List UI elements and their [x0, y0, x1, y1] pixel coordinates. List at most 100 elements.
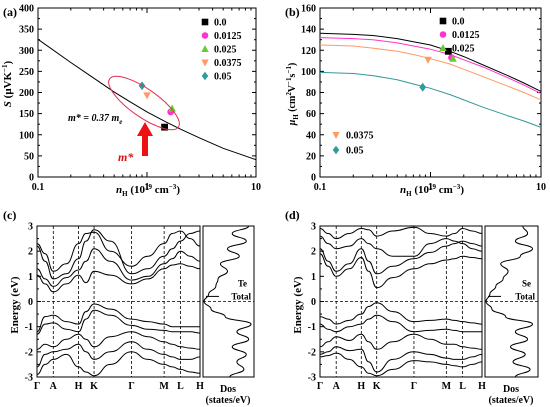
panel-c-kpoint-label: Γ: [34, 381, 40, 392]
panel-c-band-0: [36, 230, 201, 272]
panel-b-point-0.0375: [424, 56, 432, 64]
panel-a-ytick-label: 50: [24, 151, 34, 162]
panel-d-dos-curve: [485, 225, 534, 378]
panel-d-y-label: Energy (eV): [292, 276, 304, 333]
panel-a-curve-label: m* = 0.37 me: [68, 113, 122, 126]
panel-d-kpoint-label: H: [478, 381, 486, 392]
panel-a-points: [138, 81, 176, 131]
panel-d-ytick-label: 1: [311, 272, 316, 283]
panel-c-kpoint-label: H: [75, 381, 83, 392]
panel-d-band-2: [319, 240, 483, 275]
panel-b-ytick-label: 100: [301, 67, 316, 78]
panel-c-label: (c): [3, 208, 16, 222]
panel-c-band-3: [36, 263, 201, 293]
panel-b-curve-3: [319, 71, 542, 128]
panel-a-legend-marker-0.0125: [201, 32, 209, 39]
panel-d-band-4: [319, 302, 483, 325]
panel-d-ytick-label: 2: [311, 247, 316, 258]
panel-c-band-7: [36, 341, 201, 368]
panel-d-kpoint-label: Γ: [411, 381, 417, 392]
panel-c-dos: Te Total: [203, 225, 252, 378]
panel-c-kpoint-label: A: [50, 381, 58, 392]
panel-b-curves: [319, 32, 542, 128]
panel-b-curve-0: [319, 32, 542, 92]
panel-b-legend-marker-0.0125: [439, 31, 447, 38]
panel-b-xtick-label: 10: [536, 182, 546, 193]
panel-a-ytick-label: 200: [19, 88, 34, 99]
panel-a-ytick-label: 250: [19, 67, 34, 78]
panel-c-band-4: [36, 303, 200, 333]
panel-d-kpoint-label: K: [373, 381, 381, 392]
panel-b-ytick-label: 160: [301, 4, 316, 15]
panel-d-label: (d): [285, 208, 300, 222]
panel-b-axes: 0 20 40 60 80 100 120 140 160 0.1 1 10: [301, 4, 546, 194]
panel-a-legend: 0.0 0.0125 0.025 0.0375 0.05: [201, 18, 242, 83]
panel-c-dos-xlabel: Dos: [220, 384, 236, 395]
panel-c-band-2: [36, 248, 201, 287]
panel-b-ytick-label: 80: [306, 88, 316, 99]
panel-c-ytick-label: -1: [25, 322, 33, 333]
panel-b-points: [419, 47, 457, 92]
panel-d-band-1: [319, 235, 483, 257]
panel-c-kpoint-label: L: [177, 381, 184, 392]
panel-d-band-5: [319, 314, 482, 333]
panel-c-ytick-label: 2: [28, 247, 33, 258]
panel-c-ytick-label: 0: [28, 297, 33, 308]
panel-a-y-label: S (μVK−1): [1, 60, 14, 107]
panel-d-kpoint-label: M: [442, 381, 452, 392]
panel-b-ytick-label: 20: [306, 151, 316, 162]
panel-b-legend-label-0.0: 0.0: [452, 17, 465, 28]
panel-b-legend-label-0.0375: 0.0375: [346, 131, 374, 142]
panel-c-kpoint-label: K: [90, 381, 98, 392]
panel-a-legend-marker-0.025: [201, 45, 209, 52]
panel-c-dos-legend-Total: Total: [231, 291, 251, 301]
panel-c-band-5: [36, 309, 201, 335]
panel-a-curve-0: [37, 38, 257, 161]
panel-d-band-8: [319, 352, 483, 377]
panel-a-label: (a): [3, 5, 17, 19]
panel-a-ytick-label: 150: [19, 109, 34, 120]
panel-d-ytick-label: -2: [308, 347, 316, 358]
panel-b-legend-marker-0.0375: [332, 132, 340, 139]
panel-b-legend: 0.0 0.0125 0.025 0.0375 0.05: [332, 17, 480, 157]
panel-c-kpoint-label: H: [196, 381, 204, 392]
panel-b-y-label: μH (cm2V−1s−1): [285, 63, 300, 127]
panel-d-kpoint-label: A: [333, 381, 341, 392]
panel-b-curve-1: [319, 37, 542, 95]
panel-c-band-6: [36, 331, 201, 350]
panel-b-legend-label-0.0125: 0.0125: [452, 30, 480, 41]
panel-a-legend-marker-0.05: [201, 71, 209, 81]
panel-d-ytick-label: -1: [308, 322, 316, 333]
panel-c-y-label: Energy (eV): [9, 276, 21, 333]
panel-b-point-0.0: [444, 47, 452, 55]
panel-a-ytick-label: 400: [19, 4, 34, 15]
panel-b-curve-2: [319, 44, 542, 101]
panel-c-band-1: [36, 229, 201, 280]
panel-d-dos-legend-Se: Se: [522, 278, 531, 288]
panel-a-xtick-label: 1: [145, 182, 150, 193]
panel-a-point-0.025: [168, 104, 176, 112]
panel-d-dos-xlabel2: (states/eV): [489, 395, 534, 406]
panel-d-band-0: [319, 226, 483, 240]
panel-d-ytick-label: 3: [311, 222, 316, 233]
panel-b-legend-marker-0.025: [439, 44, 447, 51]
panel-a-legend-label-0.05: 0.05: [214, 72, 232, 83]
panel-c-ytick-label: 1: [28, 272, 33, 283]
panel-c-ytick-label: -3: [25, 373, 33, 384]
panel-d-bands: [319, 226, 483, 377]
panel-d-dos-xlabel: Dos: [503, 384, 519, 395]
panel-c-ytick-label: 3: [28, 222, 33, 233]
panel-b-legend-marker-0.05: [332, 145, 340, 155]
panel-d-ytick-label: 0: [311, 297, 316, 308]
panel-a-axes: 0 50 100 150 200 250 300 350 400 0.1 1 10: [19, 4, 261, 194]
panel-a-arrow-label: m*: [118, 150, 134, 164]
panel-b-mobility-plot: (b) 0 20 40 60 80 100 120 140 160 0.1 1 10 0.0 0.012…: [285, 4, 546, 199]
panel-a-legend-marker-0.0: [201, 18, 209, 26]
panel-a-x-label: nH (1019 cm−3): [116, 183, 180, 198]
panel-c-kpoint-label: Γ: [128, 381, 134, 392]
panel-b-legend-label-0.05: 0.05: [346, 146, 364, 157]
